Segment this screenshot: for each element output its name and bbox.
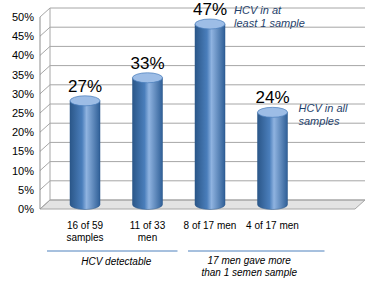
data-label: 33% — [130, 54, 164, 73]
text-line: 11 of 33 — [130, 220, 166, 231]
group-line — [188, 251, 325, 252]
text-line: 8 of 17 men — [184, 220, 237, 231]
y-tick-labels: 0% 5% 10% 15% 20% 25% 30% 35% 40% 45% 50% — [12, 11, 34, 215]
text-line: than 1 semen sample — [201, 267, 297, 278]
x-tick-labels: 16 of 59samples 11 of 33men 8 of 17 men 4 o… — [66, 220, 299, 243]
y-tick-label: 10% — [12, 165, 34, 177]
data-label: 47% — [193, 0, 227, 19]
x-tick-label: 16 of 59samples — [66, 220, 103, 243]
grid — [40, 8, 365, 209]
annotation: HCV in atleast 1 sample — [234, 4, 305, 29]
bar-top — [133, 73, 163, 83]
annotation: HCV in allsamples — [299, 102, 348, 127]
bar-top — [195, 19, 225, 29]
text-line: HCV in at — [234, 4, 282, 16]
annotations: HCV in atleast 1 sampleHCV in allsamples… — [47, 4, 348, 278]
y-tick-label: 0% — [18, 203, 34, 215]
x-tick-label: 8 of 17 men — [184, 220, 237, 231]
data-label: 24% — [255, 88, 289, 107]
bar — [70, 101, 100, 210]
text-line: 16 of 59 — [67, 220, 104, 231]
text-line: samples — [299, 115, 340, 127]
x-tick-label: 11 of 33men — [130, 220, 166, 243]
bars — [70, 19, 288, 209]
group-label: 17 men gave morethan 1 semen sample — [201, 255, 297, 278]
y-tick-label: 30% — [12, 88, 34, 100]
data-label: 27% — [68, 77, 102, 96]
bar-top — [70, 96, 100, 106]
text-line: men — [138, 232, 157, 243]
text-line: 4 of 17 men — [246, 220, 299, 231]
bar — [195, 24, 225, 209]
y-tick-label: 40% — [12, 49, 34, 61]
y-tick-label: 20% — [12, 126, 34, 138]
y-tick-label: 45% — [12, 30, 34, 42]
y-tick-label: 15% — [12, 145, 34, 157]
chart-container: 0% 5% 10% 15% 20% 25% 30% 35% 40% 45% 50% 27% 33% 47%… — [0, 0, 381, 283]
group-label: HCV detectable — [81, 256, 151, 267]
y-tick-label: 5% — [18, 184, 34, 196]
y-tick-label: 35% — [12, 69, 34, 81]
text-line: 17 men gave more — [208, 255, 292, 266]
chart-svg: 0% 5% 10% 15% 20% 25% 30% 35% 40% 45% 50% 27% 33% 47%… — [0, 0, 381, 283]
bar-top — [258, 107, 288, 117]
text-line: HCV in all — [299, 102, 348, 114]
back-axis — [50, 8, 51, 200]
text-line: least 1 sample — [234, 17, 305, 29]
group-line — [47, 251, 178, 252]
text-line: HCV detectable — [81, 256, 151, 267]
y-axis — [40, 17, 41, 209]
text-line: samples — [66, 232, 103, 243]
y-tick-label: 50% — [12, 11, 34, 23]
bar — [258, 112, 288, 209]
y-tick-label: 25% — [12, 107, 34, 119]
x-tick-label: 4 of 17 men — [246, 220, 299, 231]
bar — [133, 78, 163, 210]
